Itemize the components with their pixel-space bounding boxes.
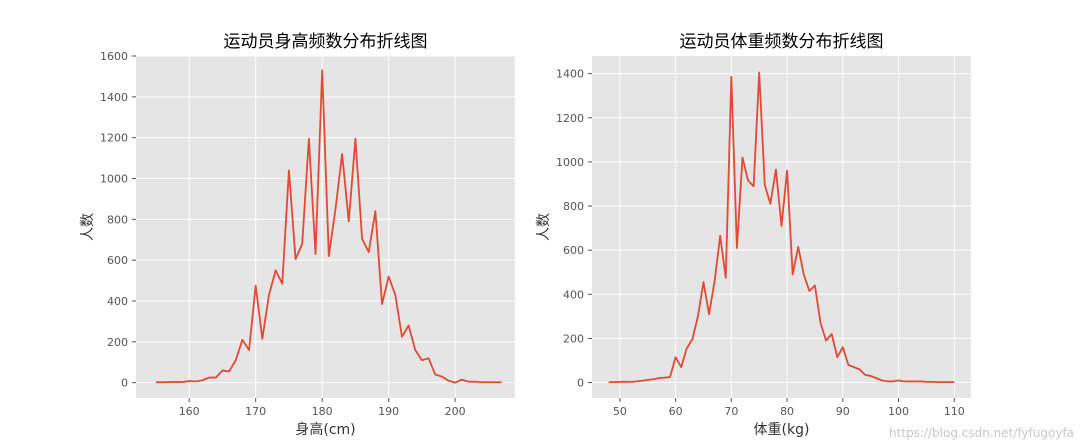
y-axis-label: 人数 xyxy=(80,213,96,241)
x-tick-label: 90 xyxy=(836,405,850,418)
series-line xyxy=(608,71,955,384)
y-tick-label: 0 xyxy=(121,377,128,390)
weight-chart-panel: 50 60 70 80 90 100 110 0 200 400 600 800 1000 1200 140… xyxy=(536,32,971,438)
x-tick-label: 50 xyxy=(613,405,627,418)
y-tick-label: 200 xyxy=(107,336,128,349)
x-tick-label: 180 xyxy=(312,405,333,418)
x-tick-label: 80 xyxy=(780,405,794,418)
y-tick-label: 0 xyxy=(577,377,584,390)
y-tick-label: 800 xyxy=(107,213,128,226)
y-tick-label: 200 xyxy=(563,332,584,345)
y-tick-label: 600 xyxy=(563,244,584,257)
y-tick-label: 400 xyxy=(563,288,584,301)
plot-area xyxy=(136,56,515,398)
y-tick-label: 1400 xyxy=(100,91,128,104)
x-tick-label: 200 xyxy=(445,405,466,418)
x-tick-label: 110 xyxy=(944,405,965,418)
y-tick-label: 1000 xyxy=(556,156,584,169)
height-chart-panel: 160 170 180 190 200 0 200 400 600 800 1000 1200 1400… xyxy=(80,32,515,438)
y-axis-label: 人数 xyxy=(536,213,552,241)
x-tick-label: 60 xyxy=(669,405,683,418)
x-tick-label: 100 xyxy=(888,405,909,418)
chart-title: 运动员身高频数分布折线图 xyxy=(224,32,428,52)
y-tick-label: 1600 xyxy=(100,50,128,63)
x-tick-label: 70 xyxy=(724,405,738,418)
x-tick-label: 190 xyxy=(378,405,399,418)
x-axis-label: 体重(kg) xyxy=(754,422,810,438)
y-tick-label: 800 xyxy=(563,200,584,213)
y-tick-label: 1400 xyxy=(556,68,584,81)
plot-area xyxy=(592,56,971,398)
y-tick-label: 600 xyxy=(107,254,128,267)
watermark-text: https://blog.csdn.net/fyfugoyfa xyxy=(889,426,1074,440)
x-tick-label: 170 xyxy=(245,405,266,418)
x-tick-label: 160 xyxy=(179,405,200,418)
y-tick-label: 1000 xyxy=(100,173,128,186)
x-axis-label: 身高(cm) xyxy=(295,421,355,438)
series-line xyxy=(155,69,502,384)
y-tick-label: 400 xyxy=(107,295,128,308)
chart-title: 运动员体重频数分布折线图 xyxy=(680,32,884,52)
y-tick-label: 1200 xyxy=(100,132,128,145)
y-tick-label: 1200 xyxy=(556,112,584,125)
